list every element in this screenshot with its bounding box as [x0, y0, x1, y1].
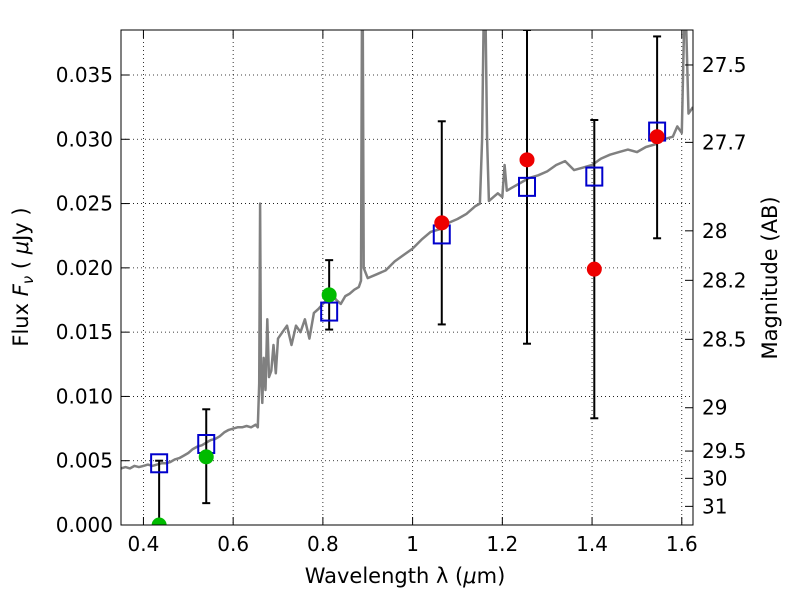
x-tick-label: 0.4	[128, 532, 160, 556]
x-tick-label: 1.6	[666, 532, 698, 556]
y-axis-label-symbol: F	[9, 283, 33, 296]
error-bars	[155, 30, 662, 525]
model-photometry-square	[320, 301, 339, 322]
x-tick-label: 0.8	[307, 532, 339, 556]
x-axis-label-mu: μ	[462, 564, 476, 588]
x-tick-label: 0.6	[217, 532, 249, 556]
observed-photometry-markers	[151, 129, 665, 525]
observed-photometry-point	[321, 287, 337, 303]
observed-photometry-point	[198, 449, 214, 465]
y-axis-label-mu: μ	[9, 241, 33, 255]
y-axis-label-subscript: ν	[19, 276, 37, 284]
right-tick-label: 28	[702, 219, 727, 243]
spectrum-line	[121, 30, 693, 470]
model-photometry-square	[585, 166, 604, 187]
y-tick-label: 0.025	[56, 192, 113, 216]
observed-photometry-point	[151, 517, 167, 525]
model-spectrum	[121, 30, 693, 470]
right-tick-label: 31	[702, 494, 727, 518]
y-tick-label: 0.020	[56, 256, 113, 280]
right-tick-label: 28.5	[702, 327, 747, 351]
x-tick-label: 1.4	[576, 532, 608, 556]
model-photometry-square	[150, 453, 169, 474]
right-tick-label: 29.5	[702, 439, 747, 463]
observed-photometry-point	[649, 129, 665, 145]
axis-ticks: 0.4 0.6 0.8 1 1.2 1.4 1.6 0.000 0.005 0.010 0.015 0…	[56, 30, 747, 556]
x-axis-label-unit: m)	[477, 564, 506, 588]
y-tick-label: 0.005	[56, 449, 113, 473]
y-tick-label: 0.000	[56, 513, 113, 537]
y-axis-label-unit-open: (	[9, 254, 33, 276]
right-tick-label: 27.5	[702, 53, 747, 77]
y-tick-label: 0.035	[56, 63, 113, 87]
plot-frame	[120, 29, 694, 526]
y-tick-label: 0.015	[56, 320, 113, 344]
model-photometry-square	[518, 176, 537, 197]
right-tick-label: 28.2	[702, 268, 747, 292]
right-tick-label: 30	[702, 466, 727, 490]
x-axis-label: Wavelength λ (μm)	[305, 564, 506, 588]
right-tick-label: 29	[702, 396, 727, 420]
model-photometry-markers	[150, 121, 667, 474]
y-tick-label: 0.030	[56, 127, 113, 151]
y-axis-label-unit-close: Jy )	[9, 207, 33, 243]
observed-photometry-point	[519, 152, 535, 168]
svg-text:Flux Fν ( μJy ): Flux Fν ( μJy )	[9, 207, 37, 346]
y-axis-label-text: Flux	[9, 296, 33, 346]
x-tick-label: 1.2	[486, 532, 518, 556]
svg-text:Wavelength λ (μm): Wavelength λ (μm)	[305, 564, 506, 588]
y-axis-label: Flux Fν ( μJy )	[9, 207, 37, 346]
right-axis-label-text: Magnitude (AB)	[758, 196, 782, 359]
right-axis-label: Magnitude (AB)	[758, 196, 782, 359]
x-axis-label-text: Wavelength λ (	[305, 564, 464, 588]
x-tick-label: 1	[406, 532, 419, 556]
y-tick-label: 0.010	[56, 384, 113, 408]
observed-photometry-point	[434, 215, 450, 231]
right-tick-label: 27.7	[702, 130, 747, 154]
observed-photometry-point	[586, 261, 602, 277]
